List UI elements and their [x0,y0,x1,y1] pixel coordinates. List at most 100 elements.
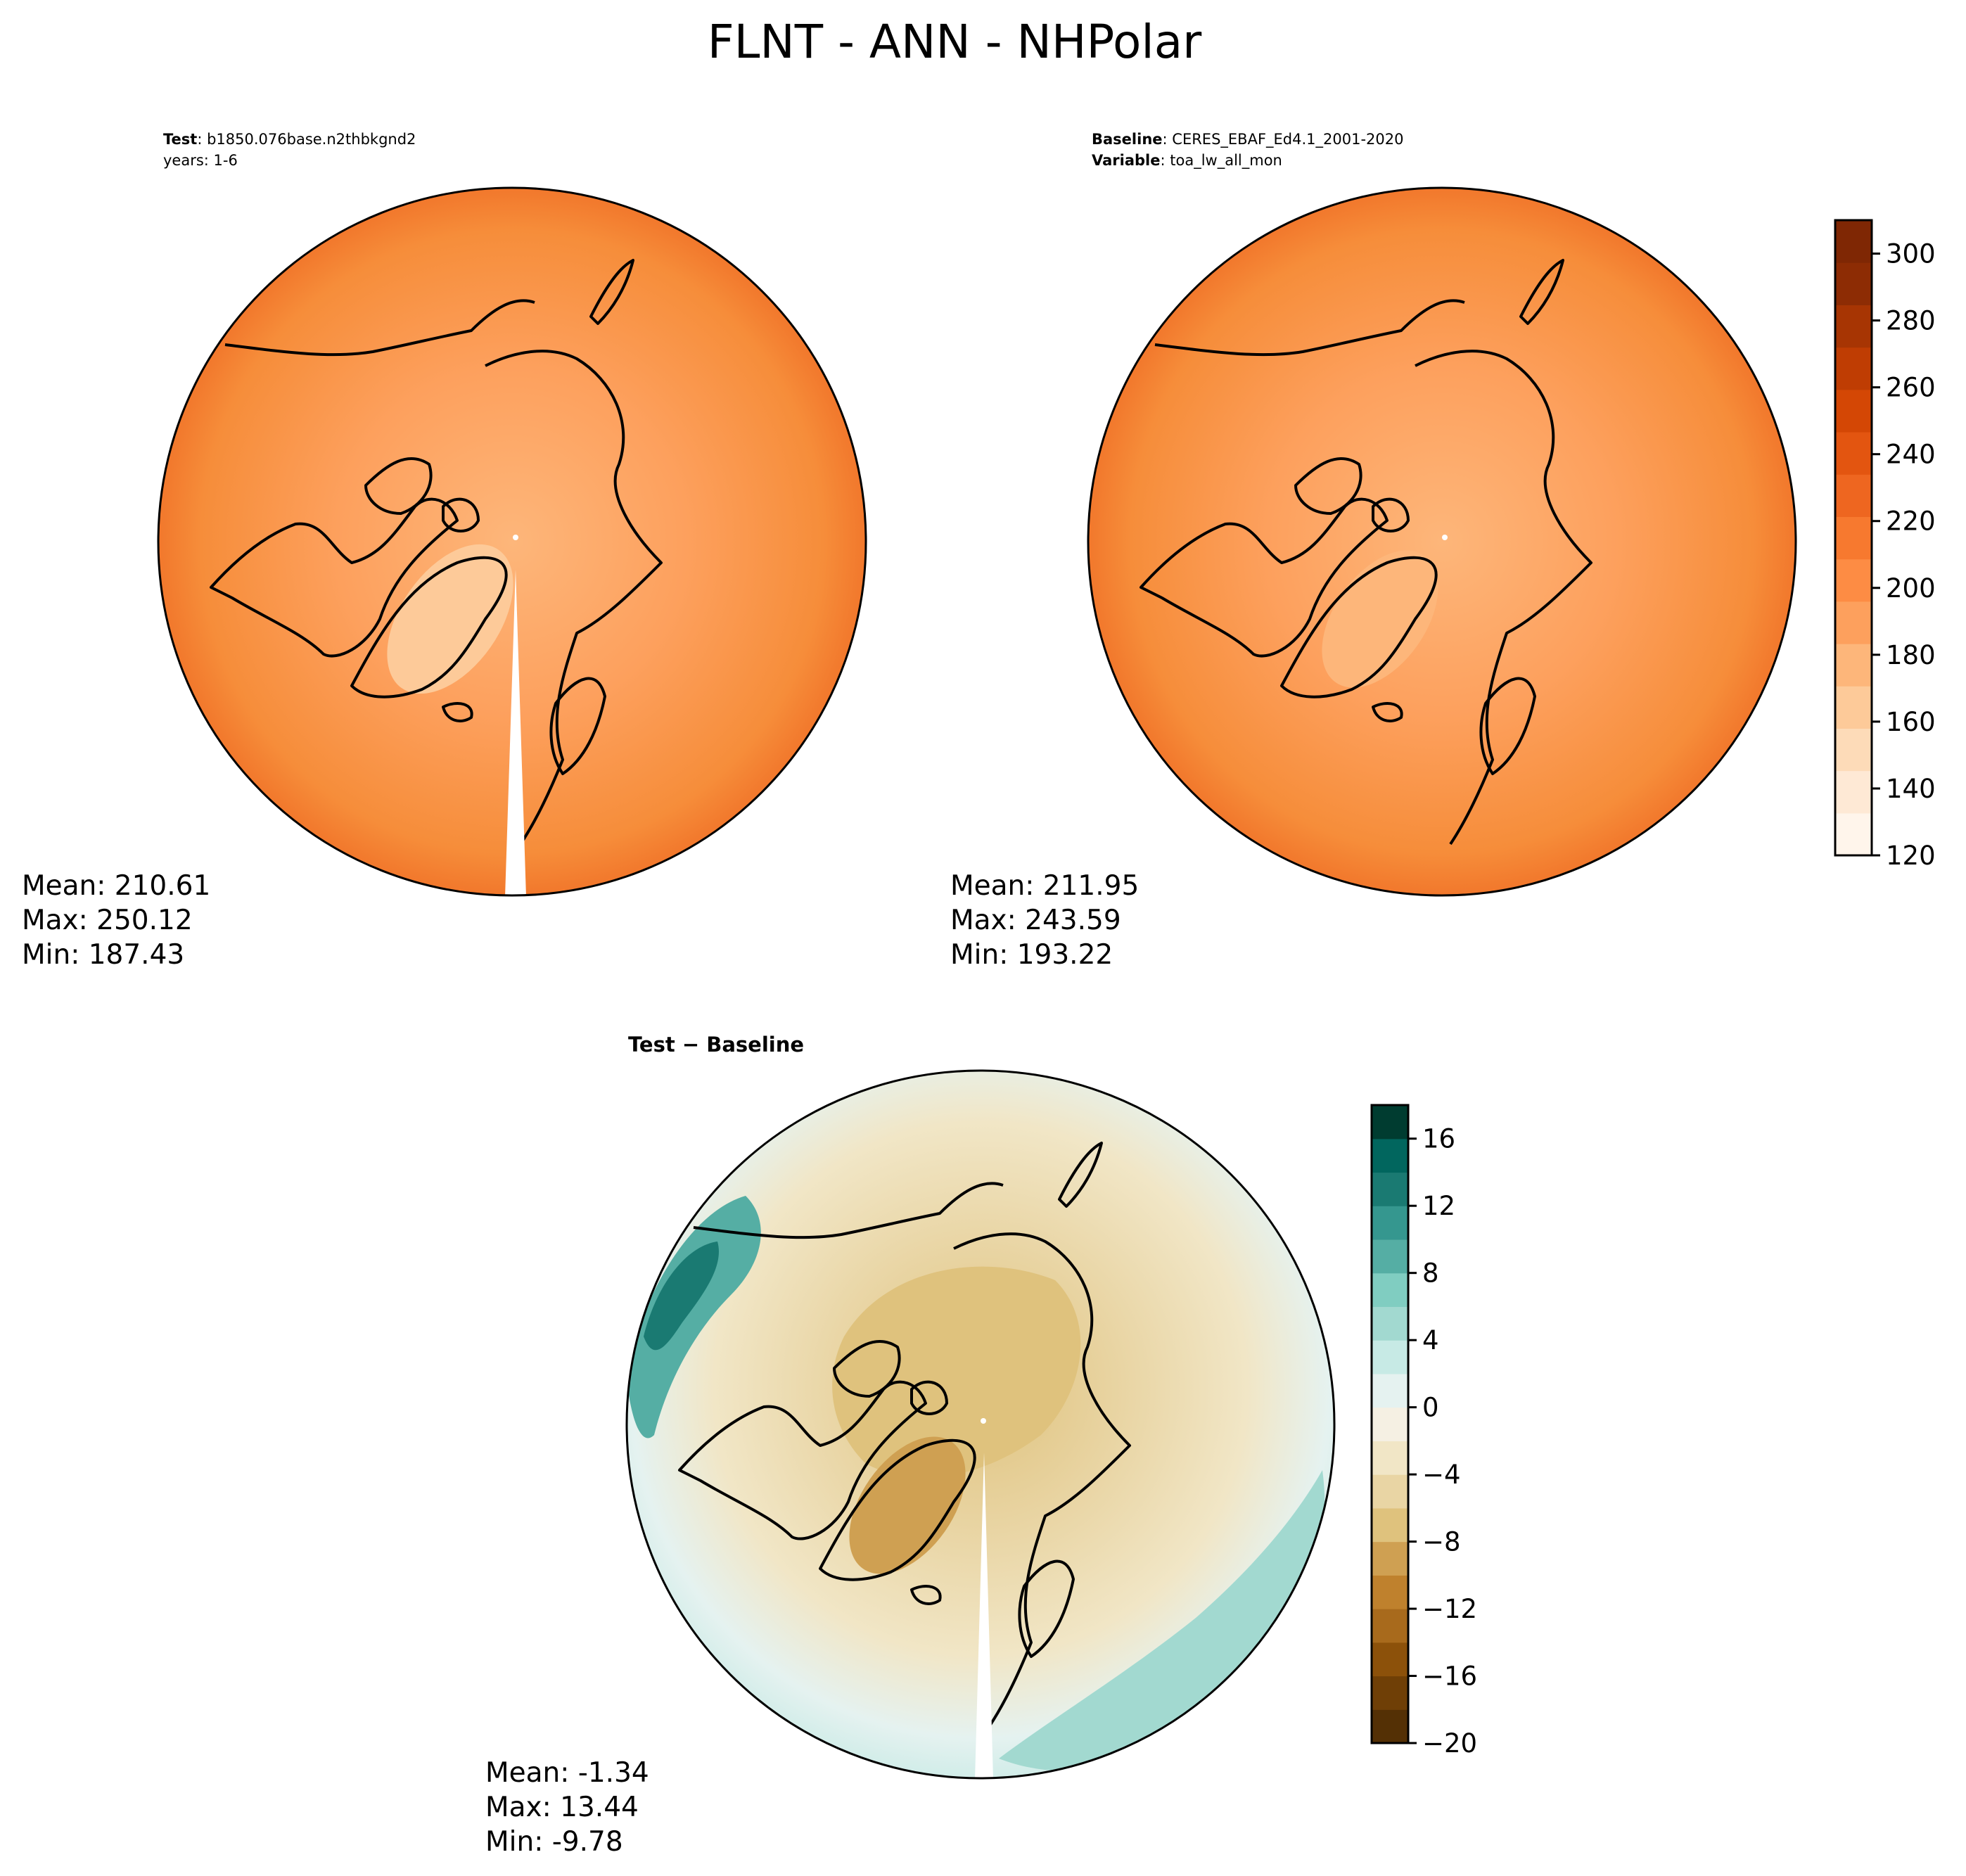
colorbar-difference-swatch [1372,1441,1408,1475]
test-coast-greenland [350,556,508,698]
colorbar-absolute-swatch [1835,220,1872,263]
colorbar-difference-swatch [1372,1206,1408,1240]
colorbar-absolute-swatch [1835,474,1872,517]
diff-coast-eurasia [953,1232,1131,1728]
colorbar-difference-swatch [1372,1407,1408,1441]
test-coastlines [210,259,663,846]
colorbar-absolute-tick-label: 220 [1886,506,1936,537]
colorbar-difference-tick-label: 0 [1422,1393,1439,1423]
colorbar-difference-tick-label: 4 [1422,1325,1439,1355]
colorbar-difference-tick-label: 8 [1422,1258,1439,1289]
diff-map-boundary [625,1069,1336,1780]
test-missing-data-wedge [505,570,526,895]
colorbar-difference-swatch [1372,1105,1408,1140]
colorbar-absolute-tick-label: 240 [1886,440,1936,470]
panel-baseline-header-line-2: Variable: toa_lw_all_mon [1092,152,1282,170]
panel-diff-stat-mean: Mean: -1.34 [485,1757,649,1789]
diff-negative-greenland [849,1436,966,1574]
colorbar-absolute-swatch [1835,770,1872,814]
colorbar-absolute-tick-label: 200 [1886,573,1936,604]
colorbar-absolute-tick-label: 180 [1886,640,1936,670]
colorbar-difference-swatch [1372,1541,1408,1576]
panel-test-header-line-1: Test: b1850.076base.n2thbkgnd2 [163,131,416,148]
test-map [158,188,866,895]
colorbar-difference-tick-label: −20 [1422,1728,1477,1759]
panel-baseline: Baseline: CERES_EBAF_Ed4.1_2001-2020 Var… [950,131,1797,971]
test-map-field [158,188,866,895]
panel-test-stat-min: Min: 187.43 [22,939,184,971]
test-coast-iceland [442,702,473,722]
panel-baseline-header-value-1: CERES_EBAF_Ed4.1_2001-2020 [1172,131,1403,148]
panel-test-stat-max: Max: 250.12 [22,905,193,936]
colorbar-difference-tick-label: −12 [1422,1594,1477,1624]
diff-positive-band-west [627,1196,761,1438]
panel-diff-stat-max: Max: 13.44 [485,1792,639,1823]
colorbar-absolute-swatch [1835,262,1872,305]
colorbar-difference-tick-label: −16 [1422,1661,1477,1692]
colorbar-difference-tick-label: −8 [1422,1527,1461,1557]
panel-test-stat-mean: Mean: 210.61 [22,870,210,902]
panel-diff-stat-min: Min: -9.78 [485,1826,623,1858]
diff-negative-central [832,1266,1081,1478]
diff-missing-data-wedge [975,1453,993,1778]
colorbar-difference-tick-label: 16 [1422,1124,1455,1154]
test-coast-scandinavia [549,677,606,775]
colorbar-absolute-tick-label: 140 [1886,774,1936,804]
baseline-coast-greenland [1280,556,1438,698]
colorbar-difference-swatch [1372,1642,1408,1677]
baseline-map-boundary [1087,186,1797,897]
baseline-coast-scandinavia [1479,677,1536,775]
baseline-coast-iceland [1372,702,1403,722]
baseline-coastlines [1140,259,1592,846]
colorbar-difference-swatch [1372,1340,1408,1374]
panel-baseline-header-key-2: Variable [1092,152,1160,169]
diff-coast-siberia-north [693,1182,1004,1239]
colorbar-difference-tick-label: −4 [1422,1460,1461,1490]
panel-diff-header-title: Test − Baseline [628,1033,804,1057]
colorbar-difference-swatch [1372,1709,1408,1744]
diff-pole-marker [981,1418,986,1424]
colorbar-difference-swatch [1372,1272,1408,1308]
baseline-pole-marker [1442,535,1448,540]
diff-coast-iceland [910,1585,942,1605]
panel-baseline-stat-max: Max: 243.59 [950,905,1121,936]
colorbar-absolute-swatch [1835,686,1872,729]
test-coast-arctic-islands [364,457,480,532]
colorbar-absolute-tick-label: 120 [1886,841,1936,871]
colorbar-difference-tick-label: 12 [1422,1191,1455,1221]
panel-baseline-stat-min: Min: 193.22 [950,939,1113,971]
panel-baseline-header-line-1: Baseline: CERES_EBAF_Ed4.1_2001-2020 [1092,131,1403,148]
figure-title: FLNT - ANN - NHPolar [708,15,1202,69]
baseline-map-field [1088,188,1796,895]
colorbar-absolute-swatch [1835,559,1872,602]
colorbar-difference-swatch [1372,1575,1408,1609]
colorbar-absolute-tick-label: 260 [1886,373,1936,403]
colorbar-difference-frame [1370,1104,1410,1744]
colorbar-difference-swatch [1372,1306,1408,1341]
diff-map [627,1071,1334,1778]
colorbar-absolute-swatch [1835,432,1872,475]
colorbar-absolute-swatch [1835,389,1872,433]
colorbar-difference-swatch [1372,1172,1408,1206]
test-coast-eurasia [485,350,663,846]
baseline-map [1088,188,1796,895]
baseline-coast-novaya-zemlya [1519,259,1564,325]
panel-test: Test: b1850.076base.n2thbkgnd2 years: 1-… [22,131,867,971]
diff-positive-core-west [644,1242,719,1351]
colorbar-difference-swatch [1372,1609,1408,1643]
panel-baseline-header-value-2: toa_lw_all_mon [1170,152,1282,170]
baseline-coast-siberia-north [1154,299,1465,357]
diff-coast-greenland [819,1438,976,1581]
test-coast-novaya-zemlya [589,259,634,325]
panel-diff: Test − Baseline Mean: -1.34 Max: 13 [485,1033,1336,1858]
panel-baseline-stat-mean: Mean: 211.95 [950,870,1139,902]
colorbar-difference-swatch [1372,1474,1408,1509]
colorbar-absolute-swatch [1835,516,1872,560]
colorbar-absolute-swatch [1835,644,1872,687]
colorbar-difference: −20 −16 −12 −8 −4 0 4 8 12 16 [1370,1104,1477,1759]
diff-coast-novaya-zemlya [1058,1142,1103,1208]
baseline-coast-eurasia [1415,350,1592,846]
colorbar-absolute-swatch [1835,347,1872,390]
diff-coast-arctic-islands [833,1339,948,1415]
